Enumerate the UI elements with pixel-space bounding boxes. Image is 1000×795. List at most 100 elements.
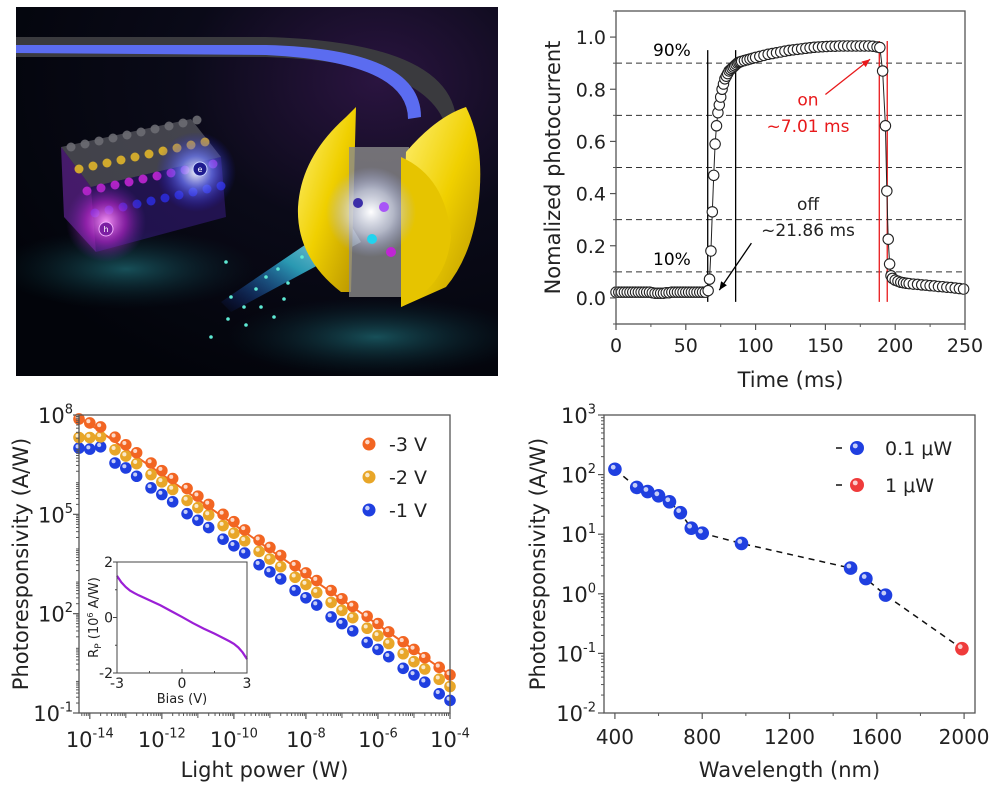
data-point [325,611,337,623]
marker-highlight [133,448,138,454]
data-point [202,509,215,521]
data-point [156,488,168,501]
tick-base: 10 [138,728,165,752]
lattice-atom [66,142,76,152]
marker-highlight [852,443,858,449]
sparkle [244,323,248,327]
y-tick-label: 0.2 [576,236,606,258]
annotation-text: 90% [653,41,691,61]
marker-body [166,483,179,496]
marker-body [382,650,395,663]
arrow-shaft [824,58,871,95]
data-point [166,495,179,508]
lattice-atom [138,174,148,184]
tick-exponent: 1 [588,522,596,537]
data-point [202,521,215,534]
marker-body [156,476,168,488]
marker-body [94,431,107,443]
marker-highlight [399,664,404,669]
marker-body [850,441,864,455]
marker-body [433,687,445,700]
tick-base: 10 [66,728,93,752]
marker-body [346,611,359,624]
tick-exponent: 0 [588,581,596,596]
marker-highlight [147,484,152,489]
hole-carrier-icon [379,202,389,212]
annotation-text: off [797,195,820,215]
marker-highlight [399,649,404,655]
lattice-atom [94,136,104,146]
marker-highlight [421,678,426,683]
marker-highlight [365,472,370,478]
y-tick-label: 0.6 [576,131,606,153]
marker-highlight [111,433,116,438]
data-point [94,421,107,433]
marker-highlight [277,562,282,567]
tick-exponent: 2 [588,462,596,477]
marker-highlight [410,645,415,650]
marker-body [202,498,215,511]
marker-highlight [410,671,415,676]
marker-body [228,515,240,528]
data-point [310,599,323,611]
marker-highlight [643,487,649,492]
marker-body [418,651,431,664]
marker-body [94,440,107,453]
inset-x-tick-label: -3 [110,676,124,692]
marker-body [397,647,409,660]
data-point [94,440,107,453]
marker-body [181,482,193,495]
data-point [397,636,409,648]
data-point [202,498,215,511]
responsivity-vs-power-chart: 10-14 10-12 10-10 10-8 10-6 10-410810510210-1… [9,403,470,782]
data-point [874,41,886,54]
marker-body [382,626,395,638]
legend-marker [362,437,376,451]
data-point [120,439,132,451]
y-axis-label: Photoresponsivity (A/W) [9,438,33,690]
data-point [707,169,720,182]
marker-highlight [255,560,260,565]
cyan-fog [226,297,498,376]
marker-body [253,545,265,558]
fiber-core [16,45,421,119]
data-point [217,508,229,521]
marker-highlight [327,598,332,603]
data-point [709,138,721,150]
tick-exponent: -4 [457,727,470,742]
data-point [289,571,301,584]
data-point [702,284,714,297]
marker-highlight [421,665,426,670]
lattice-atom [150,124,160,134]
data-point [361,622,373,635]
y-tick-label: 102 [38,601,73,626]
marker-body [94,421,107,433]
annotation-arrow [824,58,871,95]
data-point [382,637,395,650]
sparkle [276,267,280,271]
marker-body [336,592,348,605]
marker-body [397,636,409,648]
data-point [289,584,301,597]
marker-body [109,443,121,456]
marker-highlight [665,497,671,503]
y-axis-label: Nomalized photocurrent [541,41,565,295]
marker-body [181,507,193,520]
data-point [228,527,240,540]
marker-highlight [410,657,415,662]
marker-highlight [338,619,343,624]
data-point [130,470,143,483]
marker-highlight [183,484,188,489]
hole-carrier-icon [98,221,114,237]
marker-body [878,588,893,602]
legend-marker [850,478,864,492]
data-point [382,626,395,638]
marker-highlight [349,602,354,607]
data-point [228,515,240,528]
data-point [84,431,96,444]
marker-body [310,599,323,611]
data-point [882,233,894,245]
marker-highlight [97,423,102,428]
data-point [859,571,873,586]
data-point [84,443,96,455]
